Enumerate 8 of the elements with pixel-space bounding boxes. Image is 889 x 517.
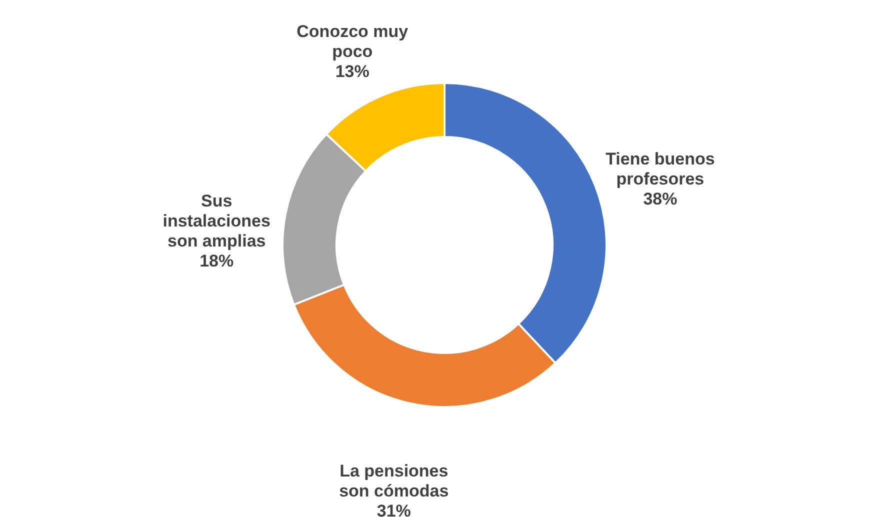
data-label: 18% [200, 252, 234, 271]
slice-label: La pensiones son cómodas [339, 461, 449, 500]
data-label: 38% [643, 190, 678, 209]
slice-label: Tiene buenos profesores [606, 150, 715, 189]
slice-label: Sus instalaciones son amplias [162, 192, 270, 251]
data-label: 31% [376, 501, 411, 517]
slice-label: Conozco muy poco [296, 22, 409, 62]
data-label: 13% [335, 62, 370, 82]
